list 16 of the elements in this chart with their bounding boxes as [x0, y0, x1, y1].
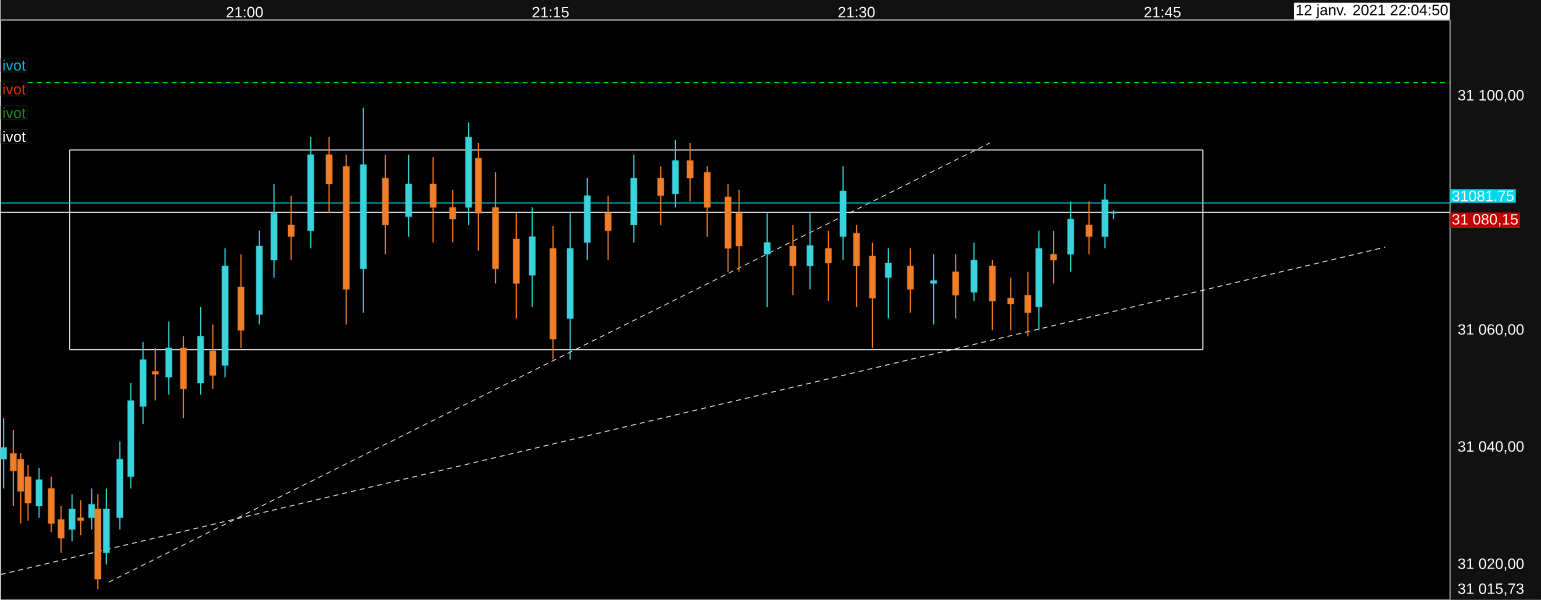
- x-tick-label: 21:30: [838, 6, 875, 18]
- text: 12 janv. 2021 22:04:50: [1296, 4, 1448, 19]
- y-tick-label: 31 020,00: [1458, 558, 1524, 571]
- ref-line-label: 31081.75: [1452, 190, 1514, 202]
- y-tick-label: 31 040,00: [1458, 441, 1524, 454]
- annotation: ivot: [3, 130, 26, 142]
- x-tick-label: 21:15: [532, 6, 569, 18]
- annotation: ivot: [3, 83, 26, 95]
- annotation: ivot: [3, 59, 26, 71]
- y-tick-label: 31 100,00: [1458, 89, 1524, 103]
- x-tick-label: 21:45: [1144, 6, 1181, 18]
- x-tick-label: 21:00: [226, 6, 263, 18]
- ref-line-label: 31 080,15: [1452, 213, 1518, 227]
- y-tick-label: 31 015,73: [1458, 583, 1524, 596]
- annotation: ivot: [3, 107, 26, 119]
- y-tick-label: 31 060,00: [1458, 323, 1524, 337]
